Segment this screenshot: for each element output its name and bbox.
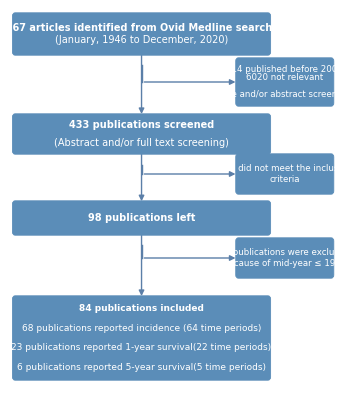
Text: 339 did not meet the inclusion: 339 did not meet the inclusion	[218, 164, 337, 173]
Text: 314 published before 2000: 314 published before 2000	[226, 65, 337, 74]
Text: 433 publications screened: 433 publications screened	[69, 120, 214, 130]
Text: 68 publications reported incidence (64 time periods): 68 publications reported incidence (64 t…	[22, 324, 261, 333]
Text: 23 publications reported 1-year survival(22 time periods): 23 publications reported 1-year survival…	[11, 343, 272, 352]
Text: (Title and/or abstract screening): (Title and/or abstract screening)	[215, 90, 337, 99]
Text: (Abstract and/or full text screening): (Abstract and/or full text screening)	[54, 138, 229, 148]
Text: 6 publications reported 5-year survival(5 time periods): 6 publications reported 5-year survival(…	[17, 363, 266, 372]
Text: 6767 articles identified from Ovid Medline searches: 6767 articles identified from Ovid Medli…	[0, 23, 284, 33]
FancyBboxPatch shape	[12, 296, 271, 380]
Text: because of mid-year ≤ 1995: because of mid-year ≤ 1995	[223, 259, 337, 268]
FancyBboxPatch shape	[236, 238, 334, 278]
FancyBboxPatch shape	[236, 58, 334, 106]
Text: 98 publications left: 98 publications left	[88, 213, 195, 223]
Text: criteria: criteria	[270, 175, 300, 184]
FancyBboxPatch shape	[12, 201, 271, 235]
Text: 6020 not relevant: 6020 not relevant	[246, 73, 324, 82]
FancyBboxPatch shape	[236, 154, 334, 194]
Text: 14 publications were excluded: 14 publications were excluded	[219, 248, 337, 257]
Text: 84 publications included: 84 publications included	[79, 304, 204, 313]
FancyBboxPatch shape	[12, 13, 271, 55]
Text: (January, 1946 to December, 2020): (January, 1946 to December, 2020)	[55, 35, 228, 45]
FancyBboxPatch shape	[12, 114, 271, 154]
